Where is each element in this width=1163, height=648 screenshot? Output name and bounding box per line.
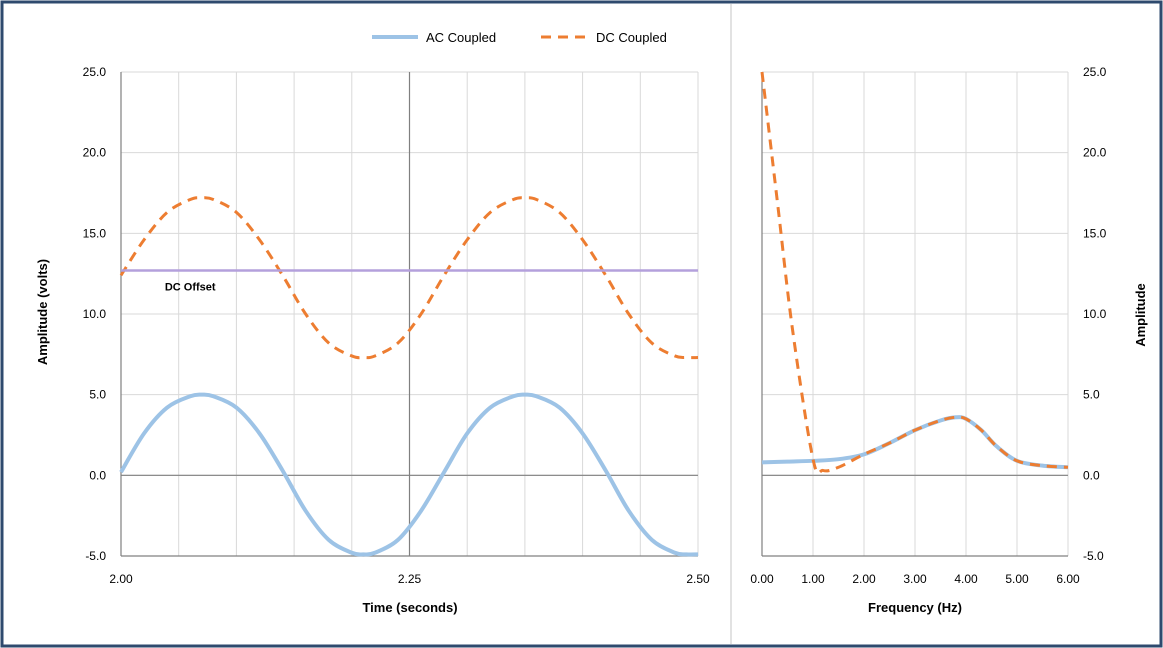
y-tick-label: 15.0 [1083, 226, 1107, 240]
x-tick-label: 5.00 [1005, 572, 1029, 586]
time-domain-chart: -5.0 0.0 5.0 10.0 15.0 20.0 25.0 2.00 2.25 2.50 D… [35, 65, 710, 615]
time-chart-x-axis-title: Time (seconds) [362, 600, 457, 615]
y-tick-label: 25.0 [1083, 65, 1107, 79]
ac-coupled-series-line [119, 392, 699, 557]
frequency-chart-x-axis-title: Frequency (Hz) [868, 600, 962, 615]
x-tick-label: 3.00 [903, 572, 927, 586]
frequency-chart-series [760, 71, 1069, 475]
y-tick-label: 20.0 [1083, 146, 1107, 160]
time-chart-y-axis-title: Amplitude (volts) [35, 259, 50, 365]
time-chart-series [119, 196, 699, 557]
x-tick-label: 6.00 [1056, 572, 1080, 586]
x-tick-label: 1.00 [801, 572, 825, 586]
frequency-chart-axes [761, 72, 1068, 557]
y-tick-label: 10.0 [1083, 307, 1107, 321]
y-tick-label: 5.0 [89, 388, 106, 402]
dc-coupled-series-line [119, 196, 699, 360]
legend-ac-label: AC Coupled [426, 30, 496, 45]
dc-coupled-series-line [760, 71, 1069, 475]
y-tick-label: -5.0 [1083, 549, 1104, 563]
ac-coupled-series-line [761, 415, 1069, 470]
x-tick-label: 2.25 [398, 572, 422, 586]
y-tick-label: 25.0 [83, 65, 107, 79]
frequency-chart-y-axis-title: Amplitude [1133, 283, 1148, 347]
time-chart-axes [120, 72, 698, 557]
legend-dc-label: DC Coupled [596, 30, 667, 45]
frequency-chart-tick-labels: -5.0 0.0 5.0 10.0 15.0 20.0 25.0 0.00 1.00 2.00 3.… [750, 65, 1106, 586]
x-tick-label: 2.00 [109, 572, 133, 586]
x-tick-label: 2.50 [686, 572, 710, 586]
y-tick-label: 10.0 [83, 307, 107, 321]
legend: AC Coupled DC Coupled [372, 30, 667, 45]
time-chart-tick-labels: -5.0 0.0 5.0 10.0 15.0 20.0 25.0 2.00 2.25 2.50 [83, 65, 710, 586]
dc-offset-annotation: DC Offset [165, 282, 216, 294]
y-tick-label: 0.0 [89, 468, 106, 482]
x-tick-label: 4.00 [954, 572, 978, 586]
x-tick-label: 0.00 [750, 572, 774, 586]
frequency-domain-chart: -5.0 0.0 5.0 10.0 15.0 20.0 25.0 0.00 1.00 2.00 3.… [750, 65, 1148, 615]
y-tick-label: -5.0 [85, 549, 106, 563]
y-tick-label: 5.0 [1083, 388, 1100, 402]
y-tick-label: 0.0 [1083, 468, 1100, 482]
y-tick-label: 20.0 [83, 146, 107, 160]
x-tick-label: 2.00 [852, 572, 876, 586]
y-tick-label: 15.0 [83, 226, 107, 240]
